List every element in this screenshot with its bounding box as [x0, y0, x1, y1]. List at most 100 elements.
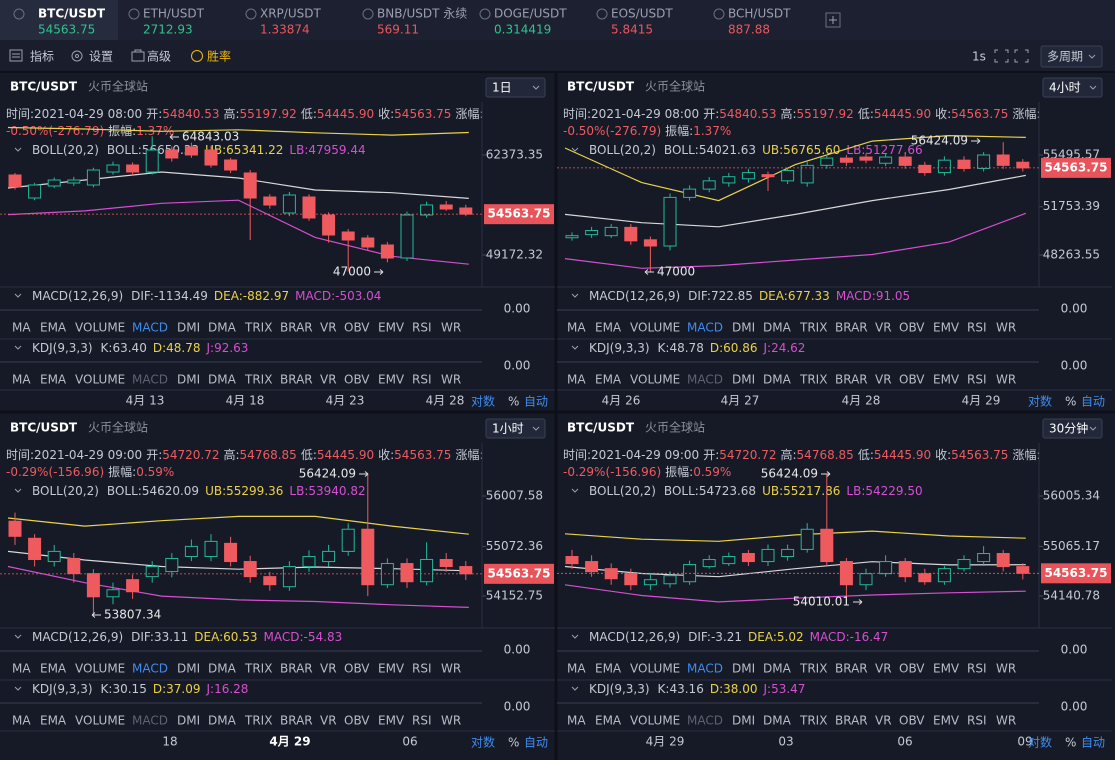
indicator-tab[interactable]: BRAR [280, 373, 313, 387]
indicator-tab[interactable]: MA [12, 373, 31, 387]
indicator-tab[interactable]: MACD [687, 321, 723, 335]
indicator-tab[interactable]: DMI [732, 714, 755, 728]
indicator-tab[interactable]: MACD [132, 662, 168, 676]
indicator-tab[interactable]: OBV [899, 662, 925, 676]
axis-button[interactable]: 对数 [1028, 394, 1052, 409]
indicator-tab[interactable]: VOLUME [630, 373, 680, 387]
indicator-tab[interactable]: EMA [595, 373, 622, 387]
indicator-tab[interactable]: TRIX [244, 662, 272, 676]
indicator-tab[interactable]: OBV [344, 714, 370, 728]
indicator-tab[interactable]: MACD [132, 321, 168, 335]
indicator-tab[interactable]: WR [996, 714, 1016, 728]
symbol-tab[interactable]: BCH/USDT 887.88 [713, 7, 791, 37]
indicator-tab[interactable]: MACD [687, 714, 723, 728]
indicator-tab[interactable]: MACD [132, 714, 168, 728]
indicator-tab[interactable]: VOLUME [630, 714, 680, 728]
indicator-tab[interactable]: DMI [732, 662, 755, 676]
add-tab-button[interactable] [825, 12, 841, 28]
indicator-tab[interactable]: DMA [208, 714, 237, 728]
indicator-tab[interactable]: RSI [967, 373, 987, 387]
toolbar-item[interactable]: 指标 [30, 49, 54, 64]
symbol-tab[interactable]: XRP/USDT 1.33874 [245, 7, 321, 37]
indicator-tab[interactable]: EMA [595, 321, 622, 335]
indicator-tab[interactable]: DMA [763, 321, 792, 335]
indicator-tab[interactable]: EMV [378, 714, 405, 728]
indicator-tab[interactable]: RSI [412, 373, 432, 387]
indicator-tab[interactable]: EMV [933, 714, 960, 728]
indicator-tab[interactable]: DMI [177, 714, 200, 728]
symbol-tab[interactable]: DOGE/USDT 0.314419 [479, 7, 567, 37]
indicator-tab[interactable]: OBV [344, 373, 370, 387]
indicator-tab[interactable]: WR [441, 662, 461, 676]
indicator-tab[interactable]: VR [875, 714, 892, 728]
multi-period-button[interactable] [1040, 45, 1103, 68]
indicator-tab[interactable]: TRIX [244, 714, 272, 728]
symbol-tab[interactable]: BTC/USDT 54563.75 [13, 7, 106, 37]
indicator-tab[interactable]: MA [567, 373, 586, 387]
indicator-tab[interactable]: EMA [40, 321, 67, 335]
interval[interactable]: 1s [972, 50, 986, 64]
period[interactable]: 1日 [492, 81, 512, 95]
indicator-tab[interactable]: EMA [595, 662, 622, 676]
axis-button[interactable]: 自动 [524, 395, 548, 409]
symbol-tab[interactable]: BNB/USDT 永续 569.11 [362, 7, 467, 37]
indicator-tab[interactable]: VR [875, 373, 892, 387]
indicator-tab[interactable]: VR [320, 714, 337, 728]
axis-button[interactable]: % [1065, 736, 1076, 750]
indicator-tab[interactable]: TRIX [799, 321, 827, 335]
indicator-tab[interactable]: TRIX [244, 321, 272, 335]
indicator-tab[interactable]: VR [320, 321, 337, 335]
symbol-tab[interactable]: ETH/USDT 2712.93 [128, 7, 205, 37]
indicator-tab[interactable]: DMI [177, 662, 200, 676]
indicator-tab[interactable]: VOLUME [75, 373, 125, 387]
indicator-tab[interactable]: EMA [40, 662, 67, 676]
indicator-tab[interactable]: OBV [899, 321, 925, 335]
indicator-tab[interactable]: RSI [967, 321, 987, 335]
indicator-tab[interactable]: EMA [40, 373, 67, 387]
indicator-tab[interactable]: VOLUME [75, 714, 125, 728]
indicator-tab[interactable]: DMI [732, 321, 755, 335]
indicator-tab[interactable]: DMA [763, 662, 792, 676]
indicator-tab[interactable]: MACD [687, 662, 723, 676]
indicator-tab[interactable]: WR [441, 321, 461, 335]
indicator-tab[interactable]: OBV [344, 662, 370, 676]
period-dropdown[interactable] [1042, 418, 1103, 439]
axis-button[interactable]: 对数 [1028, 735, 1052, 750]
indicator-tab[interactable]: WR [441, 714, 461, 728]
indicator-tab[interactable]: WR [996, 373, 1016, 387]
indicator-tab[interactable]: WR [996, 662, 1016, 676]
indicator-tab[interactable]: BRAR [280, 714, 313, 728]
indicator-tab[interactable]: MA [12, 714, 31, 728]
period[interactable]: 1小时 [492, 422, 524, 436]
indicator-tab[interactable]: BRAR [835, 662, 868, 676]
indicator-tab[interactable]: EMV [933, 662, 960, 676]
indicator-tab[interactable]: VR [320, 662, 337, 676]
indicator-tab[interactable]: VOLUME [75, 321, 125, 335]
axis-button[interactable]: % [508, 395, 519, 409]
indicator-tab[interactable]: MA [12, 321, 31, 335]
indicator-tab[interactable]: EMV [933, 373, 960, 387]
indicator-tab[interactable]: EMV [378, 373, 405, 387]
period[interactable]: 4小时 [1049, 81, 1081, 95]
indicator-tab[interactable]: MA [567, 714, 586, 728]
indicator-tab[interactable]: VOLUME [630, 321, 680, 335]
axis-button[interactable]: 对数 [471, 394, 495, 409]
period-dropdown[interactable] [485, 77, 546, 98]
indicator-tab[interactable]: DMI [732, 373, 755, 387]
multi-period[interactable]: 多周期 [1047, 50, 1083, 64]
indicator-tab[interactable]: EMV [378, 321, 405, 335]
indicator-tab[interactable]: DMA [208, 662, 237, 676]
axis-button[interactable]: 自动 [1081, 395, 1105, 409]
indicator-tab[interactable]: OBV [899, 373, 925, 387]
indicator-tab[interactable]: TRIX [799, 373, 827, 387]
indicator-tab[interactable]: DMA [208, 373, 237, 387]
indicator-tab[interactable]: VOLUME [630, 662, 680, 676]
indicator-tab[interactable]: TRIX [799, 662, 827, 676]
indicator-tab[interactable]: EMA [595, 714, 622, 728]
axis-button[interactable]: 自动 [524, 736, 548, 750]
indicator-tab[interactable]: VR [875, 662, 892, 676]
indicator-tab[interactable]: RSI [967, 714, 987, 728]
indicator-tab[interactable]: BRAR [835, 714, 868, 728]
indicator-tab[interactable]: RSI [967, 662, 987, 676]
indicator-tab[interactable]: DMA [763, 373, 792, 387]
